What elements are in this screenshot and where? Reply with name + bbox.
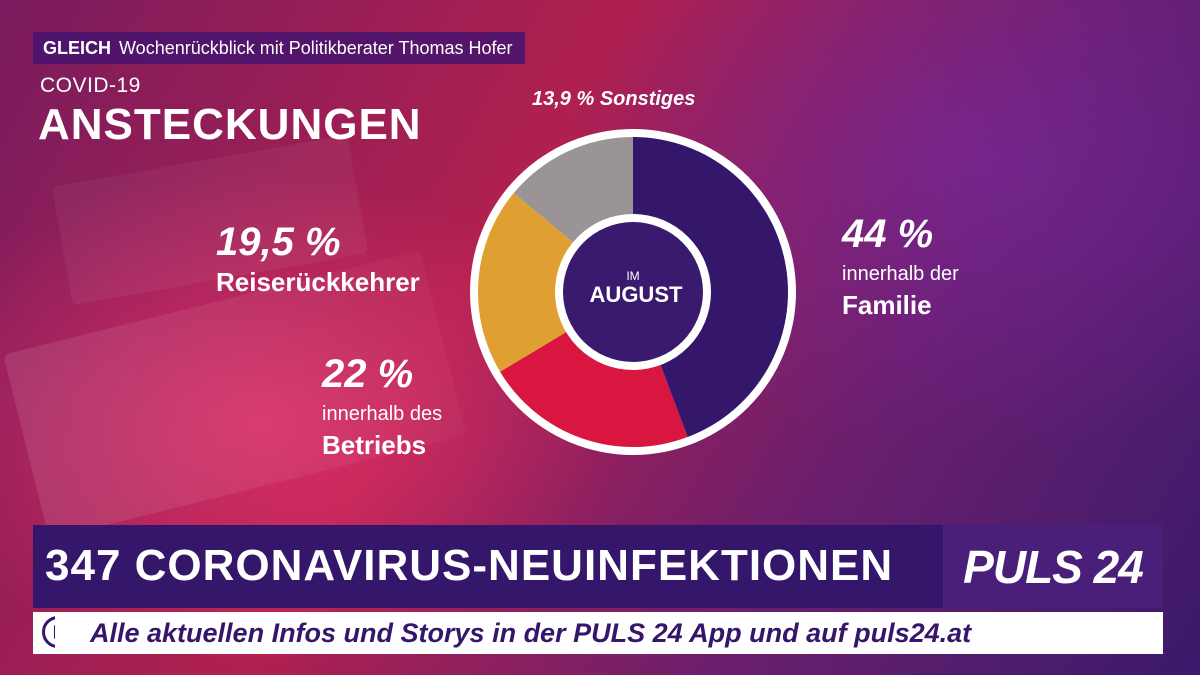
slice-reise bbox=[477, 193, 580, 372]
teaser-strong: GLEICH bbox=[43, 37, 112, 58]
label-familie-pct: 44 % bbox=[842, 212, 934, 256]
donut-hole bbox=[563, 222, 703, 362]
sub-ticker: Alle aktuellen Infos und Storys in der P… bbox=[55, 612, 1163, 654]
channel-logo: PULS 24 bbox=[943, 525, 1163, 608]
teaser-bar: GLEICH Wochenrückblick mit Politikberate… bbox=[33, 32, 525, 64]
ticker-headline: 347 CORONAVIRUS-NEUINFEKTIONEN bbox=[45, 541, 894, 590]
slice-sonstiges bbox=[513, 137, 633, 248]
logo-text: PULS 24 bbox=[963, 540, 1144, 593]
sub-ticker-text: Alle aktuellen Infos und Storys in der P… bbox=[90, 617, 972, 648]
center-label-big: AUGUST bbox=[590, 282, 683, 307]
label-reise-pct: 19,5 % bbox=[216, 220, 341, 264]
label-reise: 19,5 % Reiserückkehrer bbox=[216, 220, 420, 298]
label-familie-line1: innerhalb der bbox=[842, 263, 959, 285]
label-betrieb: 22 % innerhalb des Betriebs bbox=[322, 352, 442, 461]
topic-label: COVID-19 bbox=[40, 74, 141, 97]
label-betrieb-line2: Betriebs bbox=[322, 430, 427, 460]
page-title: ANSTECKUNGEN bbox=[38, 100, 422, 149]
label-betrieb-line1: innerhalb des bbox=[322, 403, 443, 425]
label-betrieb-pct: 22 % bbox=[322, 352, 414, 396]
label-familie: 44 % innerhalb der Familie bbox=[842, 212, 959, 321]
center-label-small: IM bbox=[626, 269, 639, 283]
slice-betrieb bbox=[500, 328, 688, 447]
news-ticker: 347 CORONAVIRUS-NEUINFEKTIONEN PULS 24 bbox=[33, 525, 1163, 608]
label-sonstiges: 13,9 % Sonstiges bbox=[532, 88, 696, 110]
label-reise-line1: Reiserückkehrer bbox=[216, 267, 420, 297]
teaser-text: Wochenrückblick mit Politikberater Thoma… bbox=[119, 37, 513, 58]
label-familie-line2: Familie bbox=[842, 290, 932, 320]
